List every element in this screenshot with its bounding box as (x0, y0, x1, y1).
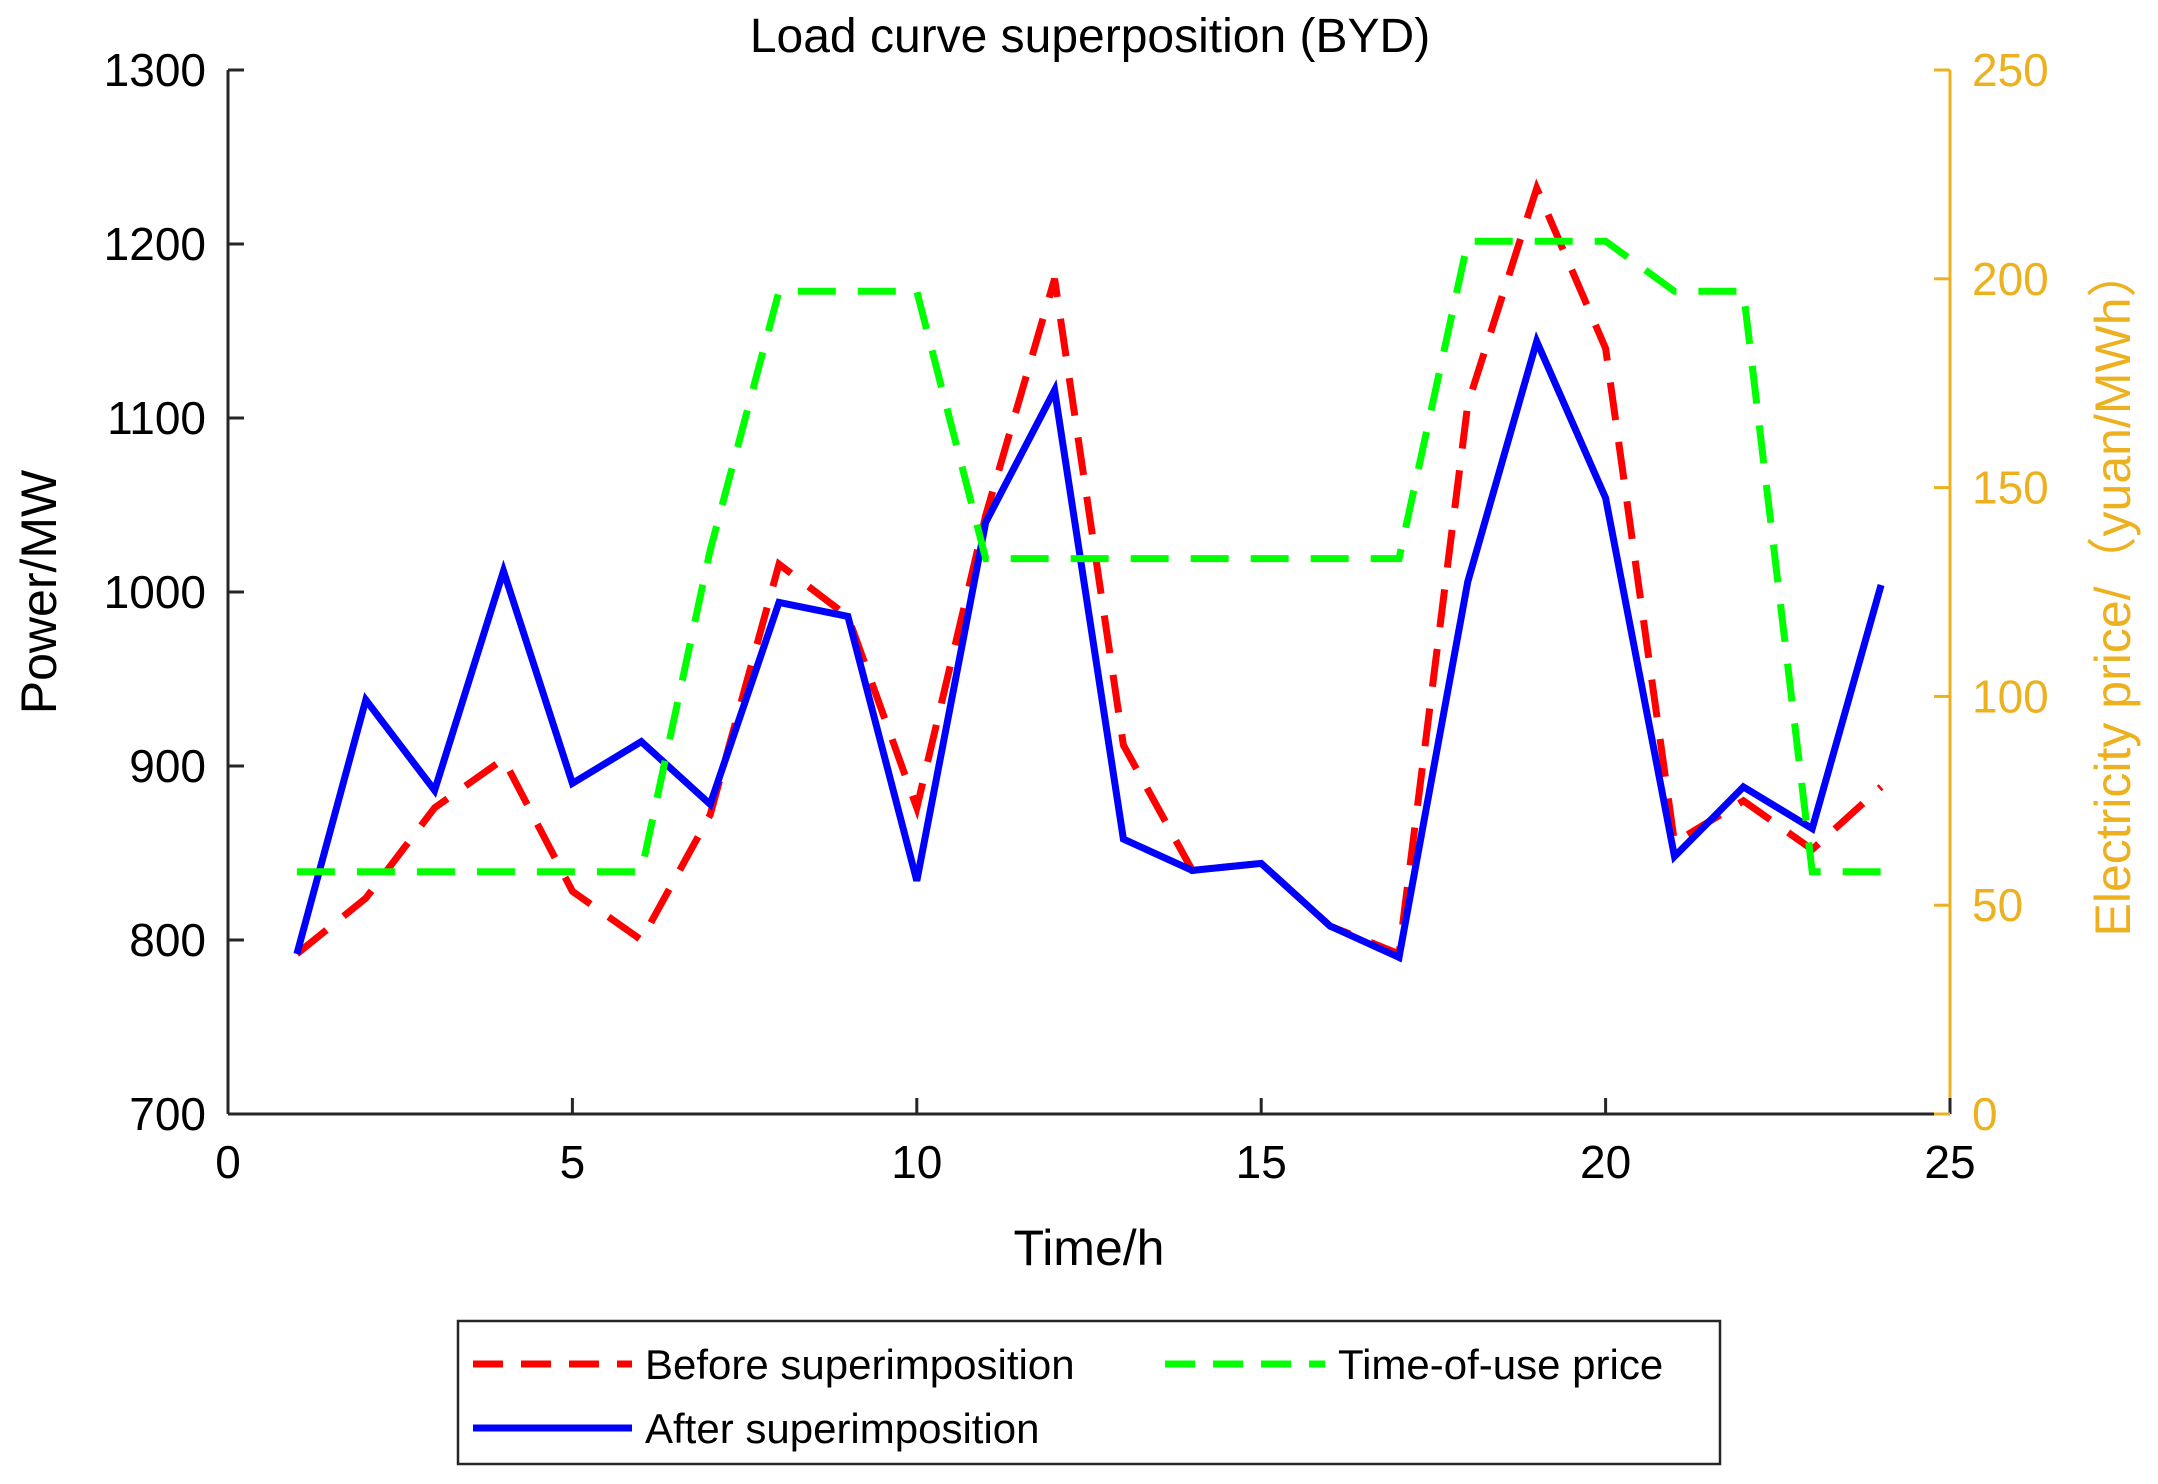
x-tick-label: 25 (1924, 1136, 1975, 1188)
x-tick-label: 15 (1236, 1136, 1287, 1188)
y2-tick-label: 50 (1972, 879, 2023, 931)
y2-tick-label: 150 (1972, 462, 2049, 514)
y2-tick-label: 100 (1972, 670, 2049, 722)
series-line-1 (293, 331, 1885, 963)
series-layer (293, 178, 1885, 963)
series-line-0 (294, 178, 1884, 959)
y-tick-label: 1300 (104, 44, 206, 96)
legend: Before superimposition Time-of-use price… (456, 1319, 1722, 1466)
y-axis-label: Power/MW (11, 469, 67, 714)
y-tick-label: 700 (129, 1088, 206, 1140)
x-axis-label: Time/h (1014, 1220, 1165, 1276)
y2-tick-label: 200 (1972, 253, 2049, 305)
x-tick-label: 0 (215, 1136, 241, 1188)
y2-tick-label: 250 (1972, 44, 2049, 96)
y-tick-label: 800 (129, 914, 206, 966)
y-tick-label: 900 (129, 740, 206, 792)
y2-axis-label: Electricity price/（yuan/MWh） (2085, 247, 2141, 936)
y-tick-label: 1000 (104, 566, 206, 618)
x-tick-label: 20 (1580, 1136, 1631, 1188)
chart-title: Load curve superposition (BYD) (750, 10, 1430, 63)
y2-tick-label: 0 (1972, 1088, 1998, 1140)
y-tick-label: 1100 (107, 392, 206, 444)
legend-label-before: Before superimposition (645, 1341, 1075, 1388)
series-line-2 (296, 237, 1882, 876)
x-tick-label: 5 (560, 1136, 586, 1188)
y-tick-label: 1200 (104, 218, 206, 270)
legend-label-after: After superimposition (645, 1405, 1040, 1452)
legend-box (456, 1319, 1722, 1466)
legend-label-price: Time-of-use price (1338, 1341, 1663, 1388)
ticks-layer: 0 5 10 15 20 25 700 800 900 1000 1100 1200 1300 0 50 10… (104, 44, 2049, 1188)
x-tick-label: 10 (891, 1136, 942, 1188)
